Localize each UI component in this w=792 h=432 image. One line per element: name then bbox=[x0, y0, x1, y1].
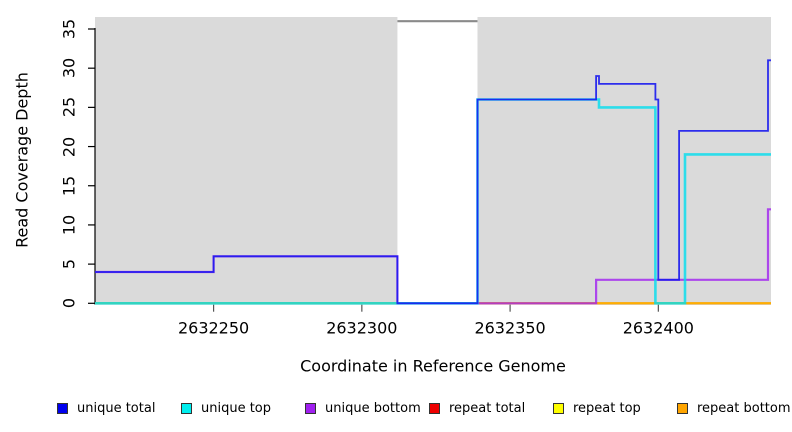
legend-label: repeat bottom bbox=[697, 401, 791, 416]
y-tick-label: 5 bbox=[59, 259, 79, 270]
y-tick-label: 20 bbox=[59, 136, 79, 157]
legend-item-unique-top: unique top bbox=[181, 401, 271, 416]
x-tick-label: 2632400 bbox=[622, 318, 694, 338]
legend-swatch bbox=[305, 403, 316, 414]
legend-swatch bbox=[553, 403, 564, 414]
x-axis-title: Coordinate in Reference Genome bbox=[300, 356, 566, 376]
y-tick-label: 25 bbox=[59, 97, 79, 118]
y-tick-label: 30 bbox=[59, 57, 79, 79]
y-axis-title: Read Coverage Depth bbox=[12, 72, 32, 248]
series-unique-total bbox=[95, 59, 771, 305]
legend-swatch bbox=[57, 403, 68, 414]
legend-label: unique top bbox=[201, 401, 272, 416]
x-tick-label: 2632300 bbox=[326, 318, 398, 338]
legend-label: unique total bbox=[77, 401, 156, 416]
x-tick-label: 2632250 bbox=[177, 318, 250, 338]
legend-item-repeat-bottom: repeat bottom bbox=[677, 401, 791, 416]
legend-label: repeat total bbox=[449, 401, 526, 416]
legend-label: repeat top bbox=[573, 401, 641, 416]
legend-label: unique bottom bbox=[325, 401, 421, 416]
legend-item-repeat-total: repeat total bbox=[429, 401, 525, 416]
y-tick-label: 35 bbox=[59, 18, 79, 40]
y-tick-label: 10 bbox=[59, 214, 79, 236]
legend-swatch bbox=[677, 403, 688, 414]
x-tick-label: 2632350 bbox=[474, 318, 546, 338]
legend-item-unique-bottom: unique bottom bbox=[305, 401, 421, 416]
legend-swatch bbox=[429, 403, 440, 414]
legend-swatch bbox=[181, 403, 192, 414]
y-tick-label: 15 bbox=[59, 175, 79, 196]
legend: unique total unique top unique bottom repea… bbox=[0, 398, 792, 422]
legend-item-unique-total: unique total bbox=[57, 401, 155, 416]
legend-item-repeat-top: repeat top bbox=[553, 401, 641, 416]
y-tick-label: 0 bbox=[59, 298, 79, 309]
masked-region bbox=[397, 17, 478, 305]
